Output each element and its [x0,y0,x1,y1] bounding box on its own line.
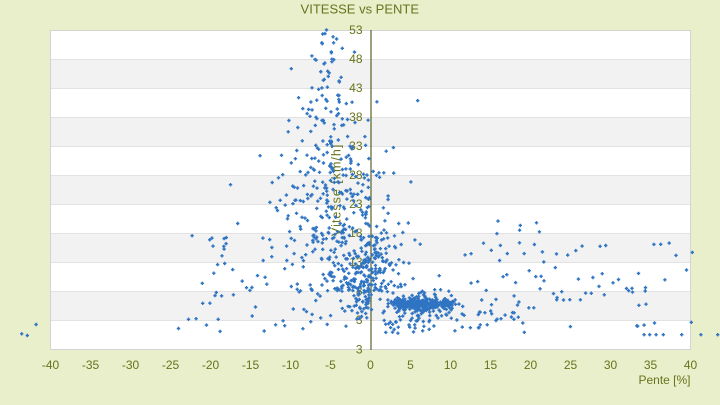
svg-text:-20: -20 [202,358,220,372]
svg-text:VITESSE vs PENTE: VITESSE vs PENTE [301,2,420,17]
svg-text:-25: -25 [162,358,180,372]
svg-text:53: 53 [349,23,363,37]
svg-text:15: 15 [484,358,498,372]
svg-text:20: 20 [524,358,538,372]
svg-text:30: 30 [604,358,618,372]
svg-text:-40: -40 [42,358,60,372]
svg-text:-10: -10 [282,358,300,372]
svg-text:-30: -30 [122,358,140,372]
svg-text:25: 25 [564,358,578,372]
svg-text:-5: -5 [325,358,336,372]
svg-text:40: 40 [684,358,698,372]
svg-text:5: 5 [407,358,414,372]
svg-text:48: 48 [349,52,363,66]
svg-text:0: 0 [367,358,374,372]
svg-text:-15: -15 [242,358,260,372]
svg-text:35: 35 [644,358,658,372]
svg-text:Pente [%]: Pente [%] [638,373,690,387]
svg-text:38: 38 [349,110,363,124]
svg-text:3: 3 [356,343,363,357]
svg-text:10: 10 [444,358,458,372]
svg-text:43: 43 [349,81,363,95]
svg-text:-35: -35 [82,358,100,372]
